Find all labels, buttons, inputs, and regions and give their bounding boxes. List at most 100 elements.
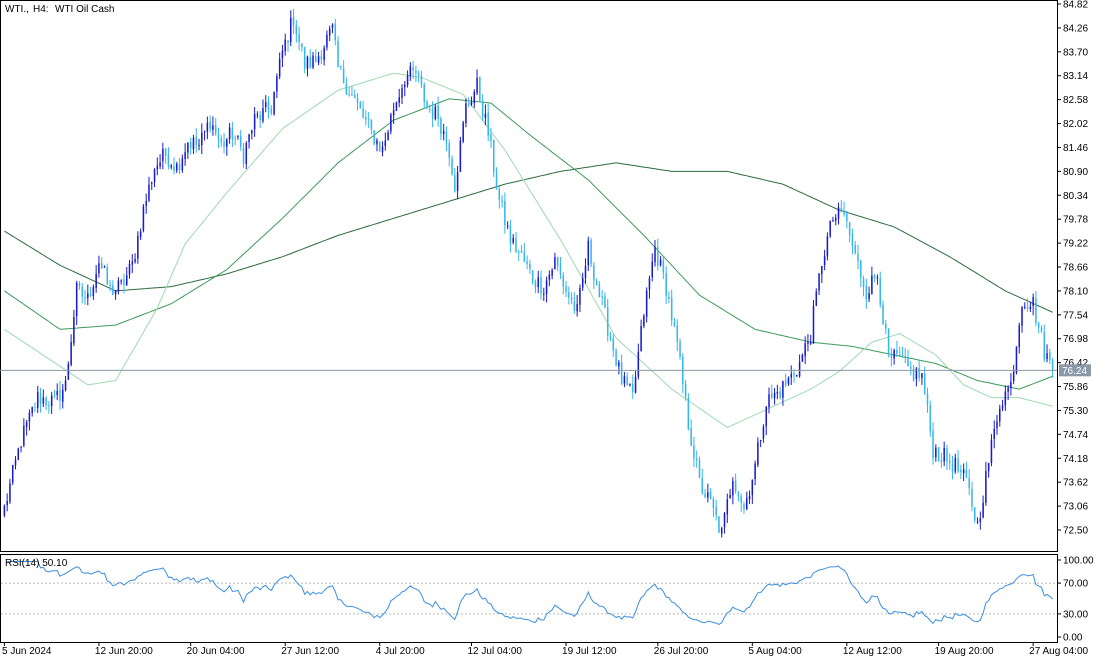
candle-body [665, 272, 667, 296]
candle-body [915, 368, 918, 379]
candle [404, 80, 406, 97]
candle [1007, 385, 1009, 400]
candle [623, 372, 626, 388]
candle [643, 313, 645, 329]
candle-body [295, 25, 298, 35]
candle-body [120, 280, 122, 282]
candle-body [573, 300, 576, 311]
candle [39, 387, 42, 413]
candle-body [540, 277, 542, 294]
candle [960, 464, 962, 479]
candle [784, 373, 787, 388]
candle [787, 376, 790, 386]
candle-body [670, 297, 673, 321]
candle-body [476, 77, 478, 93]
candle [334, 18, 337, 46]
price-tick-label: 76.98 [1063, 334, 1088, 345]
candle-body [365, 116, 367, 120]
candle [912, 365, 915, 382]
candle [829, 220, 831, 238]
candle [518, 249, 520, 262]
candle [898, 346, 901, 356]
candle-body [807, 342, 809, 344]
candle-body [359, 102, 362, 109]
rsi-pane[interactable]: RSI(14) 50.10 [0, 554, 1058, 643]
candle [125, 267, 128, 286]
candle-body [587, 240, 590, 266]
candle [14, 456, 17, 470]
candle [167, 147, 170, 170]
candle-body [223, 141, 225, 147]
current-price-tag-bg [1059, 364, 1091, 377]
candle [545, 276, 548, 303]
candle-body [237, 135, 239, 138]
candle-body [148, 184, 150, 201]
candle [1043, 324, 1046, 362]
candle-body [150, 182, 153, 184]
candle-body [918, 368, 920, 379]
candle-body [634, 376, 637, 393]
candle-body [960, 470, 962, 473]
candle-body [996, 421, 998, 429]
candle [106, 263, 109, 286]
candle [306, 55, 309, 77]
candle [796, 374, 798, 377]
candle-body [142, 206, 145, 231]
candle-body [801, 355, 804, 362]
candle-body [973, 507, 976, 521]
candle-body [901, 355, 904, 357]
time-axis[interactable]: 5 Jun 2024 12 Jun 20:00 20 Jun 04:00 27 Jun… [2, 642, 1089, 657]
candle-body [759, 439, 762, 442]
price-pane[interactable] [0, 0, 1058, 552]
candle [793, 369, 795, 383]
candle [103, 265, 106, 268]
candle-body [381, 146, 384, 153]
candle-body [659, 259, 662, 266]
candle-body [481, 100, 484, 118]
candle-body [907, 357, 909, 366]
candle-body [406, 75, 409, 86]
candle-body [1043, 331, 1046, 360]
candle-body [821, 266, 823, 275]
candle [948, 453, 951, 471]
candle-body [1029, 306, 1032, 309]
candle [178, 157, 181, 175]
candle [442, 123, 445, 141]
price-axis[interactable]: 84.82 84.26 83.70 83.14 82.58 82.02 81.46 80.90… [1057, 0, 1088, 537]
price-tick-label: 80.90 [1063, 167, 1088, 178]
candle [1012, 364, 1015, 385]
candle [926, 387, 929, 413]
candle-body [128, 263, 131, 275]
candle-body [734, 480, 737, 492]
candle-body [606, 307, 609, 337]
candle-body [109, 284, 111, 287]
candle [715, 499, 717, 521]
candle [907, 349, 909, 367]
candle-body [946, 448, 948, 462]
candle-body [757, 442, 759, 465]
candle-body [456, 172, 459, 191]
candle-body [28, 412, 31, 422]
candle [373, 130, 375, 146]
candle-body [1021, 307, 1023, 326]
candle-body [490, 134, 492, 141]
candle-body [498, 188, 501, 200]
candle [709, 488, 712, 500]
candle [1015, 346, 1018, 375]
rsi-axis[interactable]: 100.00 70.00 30.00 0.00 [1057, 556, 1094, 644]
candle-body [723, 513, 726, 528]
candle [887, 327, 890, 358]
candle-body [292, 16, 295, 26]
candle [846, 210, 848, 229]
time-tick-label: 27 Jun 12:00 [281, 646, 339, 657]
candle-body [754, 463, 756, 480]
candle [1046, 344, 1048, 363]
time-tick-label: 12 Aug 12:00 [843, 646, 902, 657]
candle-body [42, 397, 45, 404]
candle-body [576, 303, 578, 312]
candle-body [982, 502, 984, 518]
candle [487, 103, 489, 142]
candle [640, 319, 642, 352]
candle-body [948, 460, 951, 463]
